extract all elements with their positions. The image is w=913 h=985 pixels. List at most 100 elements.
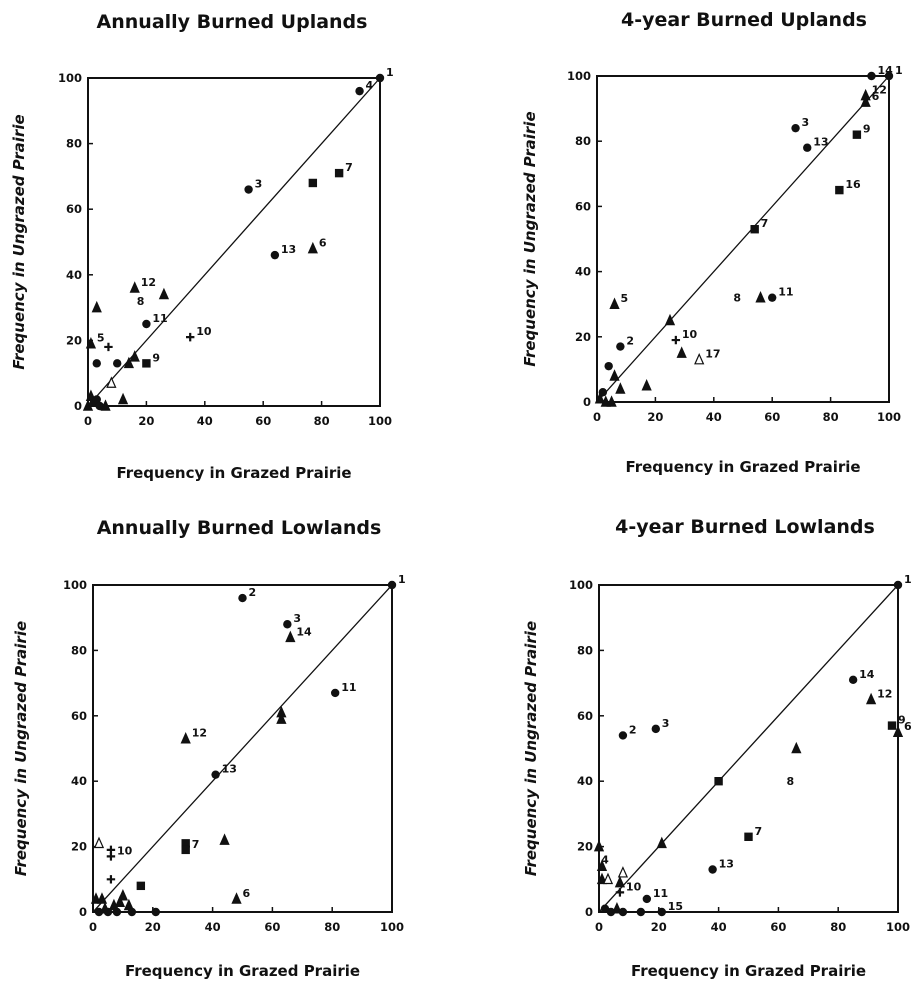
scatter-panel-1: Annually Burned Uplands 0 20 40 60 80 100 0 20 40…: [10, 11, 394, 482]
reference-line: [92, 584, 393, 913]
point-label: 3: [293, 612, 301, 625]
panel-title: Annually Burned Uplands: [97, 11, 368, 33]
data-point: [219, 833, 230, 845]
plot-frame: [596, 75, 890, 403]
data-point: [651, 724, 661, 734]
data-point: [884, 71, 894, 81]
x-tick-label: 80: [830, 920, 846, 934]
y-tick-label: 40: [71, 774, 87, 788]
point-label: 9: [863, 123, 871, 136]
data-point: [609, 369, 620, 381]
x-tick-label: 20: [138, 414, 154, 428]
x-axis-label: Frequency in Grazed Prairie: [631, 962, 866, 980]
data-point: [285, 630, 296, 643]
plot-frame: [598, 584, 899, 913]
point-label: 17: [705, 348, 720, 361]
data-point: [117, 888, 129, 901]
point-label: 1: [386, 66, 394, 79]
y-axis-label: Frequency in Ungrazed Prairie: [12, 621, 30, 876]
data-point: [158, 287, 170, 300]
data-point: [616, 342, 625, 351]
data-point: [92, 395, 101, 404]
data-point: [848, 675, 858, 685]
point-label: 6: [904, 720, 912, 733]
data-point: [617, 866, 629, 878]
data-point: [615, 382, 626, 394]
x-axis-label: Frequency in Grazed Prairie: [625, 458, 860, 476]
data-point: [103, 907, 113, 917]
data-point: [750, 225, 759, 234]
data-point: [151, 907, 160, 917]
y-tick-label: 100: [58, 71, 82, 85]
y-tick-label: 80: [577, 643, 593, 657]
data-point: [112, 907, 122, 917]
data-point: [180, 732, 191, 744]
point-label: 10: [196, 325, 212, 338]
data-point: [181, 839, 190, 848]
x-tick-label: 80: [823, 410, 839, 424]
y-tick-label: 20: [71, 840, 87, 854]
data-point: [867, 71, 876, 81]
y-tick-label: 40: [575, 265, 591, 279]
y-tick-label: 60: [575, 199, 591, 213]
panel-title: 4-year Burned Uplands: [621, 9, 867, 31]
data-point: [791, 741, 802, 754]
x-axis-label: Frequency in Grazed Prairie: [116, 464, 351, 482]
data-point: [85, 337, 97, 349]
x-axis-label: Frequency in Grazed Prairie: [125, 962, 360, 980]
point-label: 12: [872, 84, 887, 97]
y-tick-label: 20: [575, 330, 591, 344]
data-point: [835, 185, 844, 195]
data-point: [596, 872, 608, 885]
x-tick-label: 40: [711, 920, 727, 934]
point-label: 8: [137, 295, 145, 308]
point-label: 12: [877, 687, 892, 700]
point-label: 4: [601, 854, 609, 867]
data-point: [142, 359, 151, 368]
plot-frame: [92, 584, 393, 913]
x-tick-label: 100: [886, 920, 910, 934]
data-point: [106, 376, 117, 388]
data-point: [387, 580, 397, 590]
data-point: [307, 241, 318, 254]
data-point: [127, 907, 137, 917]
data-point: [893, 580, 903, 590]
y-tick-label: 0: [79, 905, 87, 919]
panel-title: Annually Burned Lowlands: [97, 517, 382, 539]
point-label: 1: [895, 64, 903, 77]
point-label: 7: [192, 838, 200, 851]
y-tick-label: 40: [66, 268, 82, 282]
point-label: 7: [761, 217, 769, 230]
x-tick-label: 60: [764, 410, 780, 424]
data-point: [100, 399, 111, 411]
x-tick-label: 60: [264, 920, 280, 934]
data-point: [113, 359, 122, 368]
y-tick-label: 60: [577, 709, 593, 723]
data-point: [694, 352, 705, 365]
x-tick-label: 80: [314, 414, 330, 428]
data-point: [596, 859, 608, 872]
scatter-panel-2: 4-year Burned Uplands 0 20 40 60 80 100 0 20 40 60…: [521, 9, 903, 476]
point-label: 6: [243, 887, 251, 900]
x-tick-label: 20: [651, 920, 667, 934]
y-tick-label: 100: [569, 578, 593, 592]
data-point: [594, 392, 606, 404]
point-label: 11: [341, 681, 356, 694]
point-label: 1: [904, 573, 912, 586]
data-point: [755, 291, 766, 303]
point-label: 15: [668, 900, 683, 913]
plot-frame: [87, 77, 381, 407]
y-axis-label: Frequency in Ungrazed Prairie: [522, 621, 540, 876]
x-tick-label: 0: [84, 414, 92, 428]
y-tick-label: 0: [585, 905, 593, 919]
point-label: 9: [152, 351, 160, 364]
data-point: [604, 361, 613, 371]
data-point: [656, 836, 667, 849]
data-point: [91, 300, 102, 313]
data-point: [129, 281, 140, 293]
data-point: [602, 872, 614, 885]
y-tick-label: 80: [71, 643, 87, 657]
y-tick-label: 60: [71, 709, 87, 723]
data-point: [865, 692, 877, 705]
reference-line: [598, 584, 899, 913]
